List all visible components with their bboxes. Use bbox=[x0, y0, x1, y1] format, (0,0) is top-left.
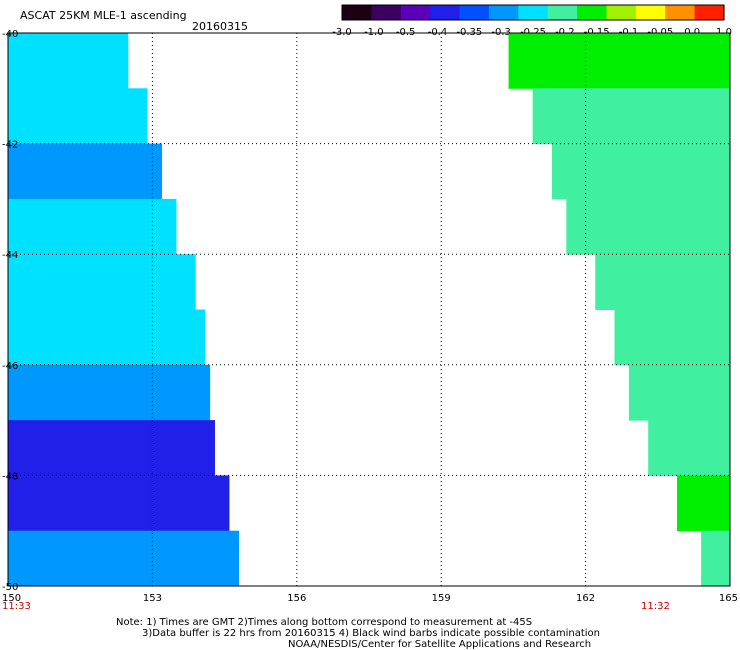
colorbar-segment bbox=[518, 5, 549, 20]
chart-date: 20160315 bbox=[192, 20, 248, 33]
colorbar-segment bbox=[635, 5, 666, 20]
x-tick-label: 162 bbox=[576, 593, 595, 604]
colorbar bbox=[341, 4, 725, 21]
heatmap-cell-east bbox=[508, 33, 730, 89]
chart-title: ASCAT 25KM MLE-1 ascending bbox=[20, 9, 187, 22]
heatmap-cell-west bbox=[8, 254, 196, 310]
time-right: 11:32 bbox=[641, 601, 670, 612]
note-line-3: NOAA/NESDIS/Center for Satellite Applica… bbox=[288, 639, 592, 650]
heatmap-cell-west bbox=[8, 88, 148, 145]
colorbar-segment bbox=[606, 5, 637, 20]
heatmap-cell-east bbox=[628, 364, 730, 421]
colorbar-segment bbox=[547, 5, 578, 20]
note-line-2: 3)Data buffer is 22 hrs from 20160315 4)… bbox=[142, 628, 600, 639]
gridlines bbox=[8, 33, 730, 586]
colorbar-segment bbox=[400, 5, 431, 20]
heatmap-cells bbox=[8, 33, 730, 587]
heatmap-cell-west bbox=[8, 33, 129, 89]
y-axis-ticks: -40 -42 -44 -46 -48 -50 bbox=[2, 29, 18, 593]
colorbar-segment bbox=[371, 5, 402, 20]
x-tick-label: 150 bbox=[2, 593, 21, 604]
colorbar-segment bbox=[488, 5, 519, 20]
heatmap-cell-west bbox=[8, 530, 240, 587]
colorbar-segment bbox=[459, 5, 490, 20]
heatmap-cell-west bbox=[8, 198, 177, 255]
y-tick-label: -42 bbox=[2, 140, 18, 151]
x-axis-ticks: 150 153 156 159 162 165 bbox=[2, 593, 738, 604]
y-tick-label: -44 bbox=[2, 250, 18, 261]
y-tick-label: -40 bbox=[2, 29, 18, 40]
heatmap-cell-east bbox=[701, 530, 730, 587]
heatmap-cell-east bbox=[595, 254, 730, 310]
x-tick-label: 165 bbox=[719, 593, 738, 604]
plot-frame bbox=[7, 32, 731, 587]
heatmap-cell-east bbox=[551, 143, 730, 200]
time-left: 11:33 bbox=[2, 601, 31, 612]
note-line-1: Note: 1) Times are GMT 2)Times along bot… bbox=[116, 617, 533, 628]
colorbar-segment bbox=[577, 5, 608, 20]
colorbar-segment bbox=[694, 5, 725, 20]
y-tick-label: -46 bbox=[2, 361, 18, 372]
colorbar-frame bbox=[341, 4, 725, 21]
heatmap-cell-east bbox=[532, 88, 730, 145]
heatmap-cell-west bbox=[8, 420, 215, 476]
heatmap-cell-west bbox=[8, 364, 211, 421]
heatmap-cell-east bbox=[648, 420, 730, 476]
colorbar-segment bbox=[342, 5, 372, 20]
heatmap-cell-east bbox=[566, 198, 730, 255]
heatmap-cell-east bbox=[677, 475, 730, 532]
x-tick-label: 153 bbox=[143, 593, 162, 604]
heatmap-cell-west bbox=[8, 143, 163, 200]
y-tick-label: -48 bbox=[2, 471, 18, 482]
x-tick-label: 156 bbox=[287, 593, 306, 604]
heatmap-cell-west bbox=[8, 475, 230, 532]
heatmap-cell-west bbox=[8, 309, 206, 366]
colorbar-segment bbox=[665, 5, 696, 20]
heatmap-cell-east bbox=[614, 309, 730, 366]
colorbar-segment bbox=[430, 5, 461, 20]
x-tick-label: 159 bbox=[432, 593, 451, 604]
y-tick-label: -50 bbox=[2, 582, 18, 593]
